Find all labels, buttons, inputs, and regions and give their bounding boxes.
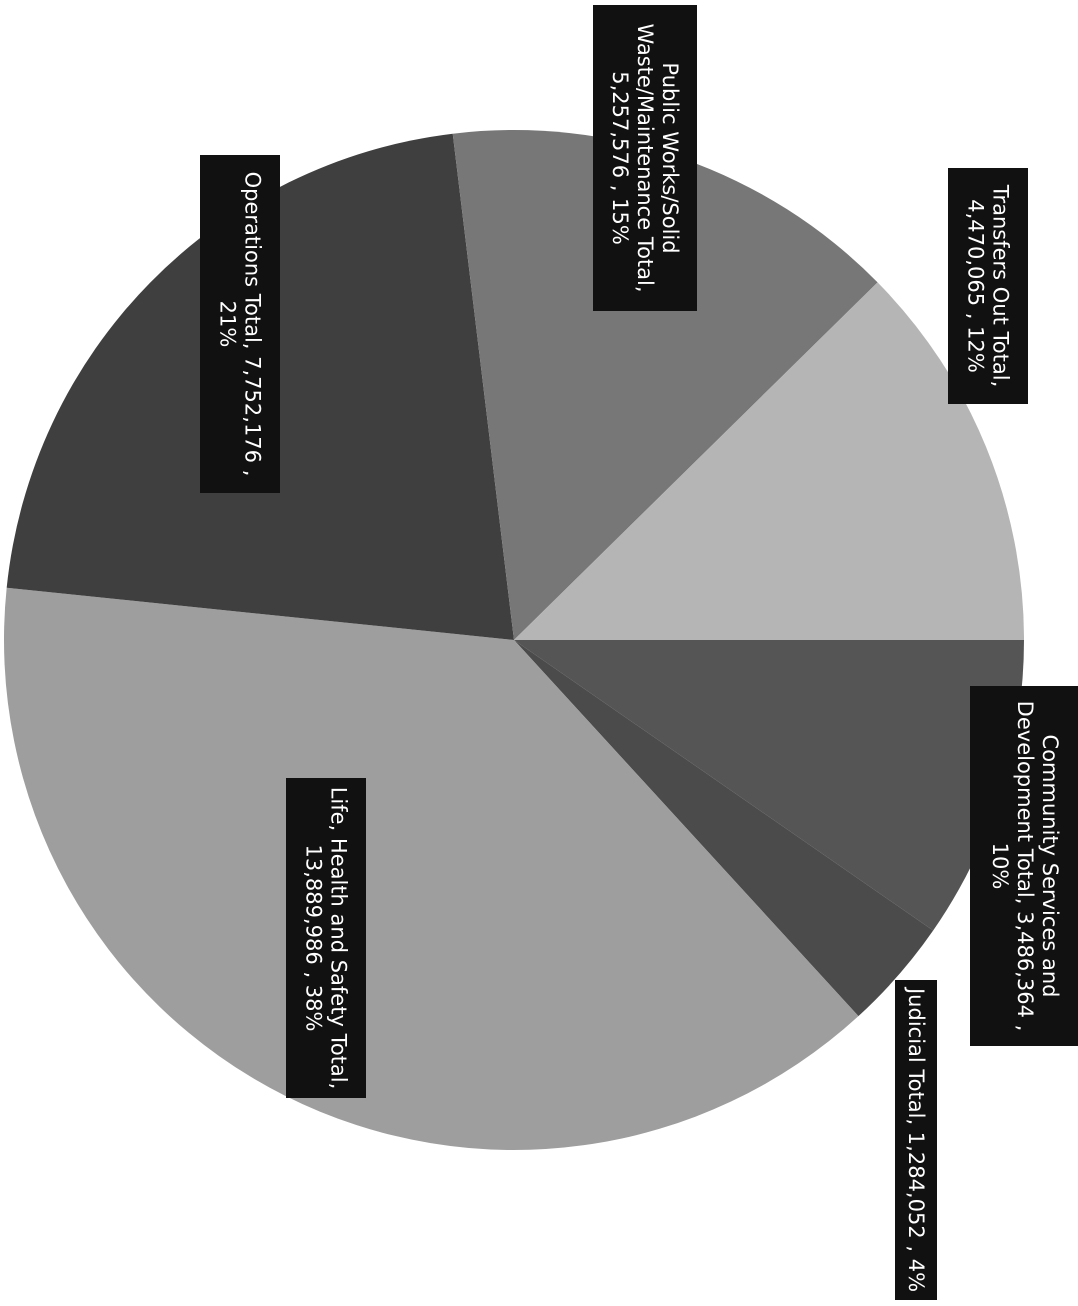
data-label-line: Judicial Total, 1,284,052 , 4% [904, 986, 928, 1292]
data-label-3: Operations Total, 7,752,176 ,21% [200, 155, 280, 493]
pie-slice-0 [514, 640, 1024, 931]
data-label-line: Community Services and [1038, 735, 1062, 998]
data-label-box [593, 5, 697, 311]
data-label-line: 4,470,065 , 12% [964, 199, 988, 373]
pie-slice-4 [452, 129, 878, 640]
data-label-line: Life, Health and Safety Total, [327, 787, 351, 1090]
data-label-box [948, 168, 1028, 404]
data-label-1: Judicial Total, 1,284,052 , 4% [895, 980, 937, 1300]
data-label-line: Waste/Maintenance Total, [633, 23, 657, 292]
data-label-line: Transfers Out Total, [989, 184, 1013, 388]
data-label-box [970, 686, 1078, 1046]
data-label-line: 10% [988, 843, 1012, 890]
data-label-box [286, 778, 366, 1098]
data-label-line: 21% [216, 301, 240, 348]
pie-slice-5 [514, 282, 1024, 640]
pie-slice-1 [514, 640, 934, 1017]
data-label-line: 5,257,576 , 15% [608, 71, 632, 245]
pie-slice-2 [3, 587, 859, 1150]
pie-slices [3, 129, 1024, 1150]
data-label-line: 13,889,986 , 38% [302, 845, 326, 1032]
data-label-line: Public Works/Solid [658, 62, 682, 253]
data-label-2: Life, Health and Safety Total,13,889,986… [286, 778, 366, 1098]
data-label-line: Operations Total, 7,752,176 , [241, 172, 265, 477]
data-label-line: Development Total, 3,486,364 , [1013, 701, 1037, 1032]
data-label-box [200, 155, 280, 493]
data-label-5: Transfers Out Total,4,470,065 , 12% [948, 168, 1028, 404]
data-label-box [895, 980, 937, 1300]
